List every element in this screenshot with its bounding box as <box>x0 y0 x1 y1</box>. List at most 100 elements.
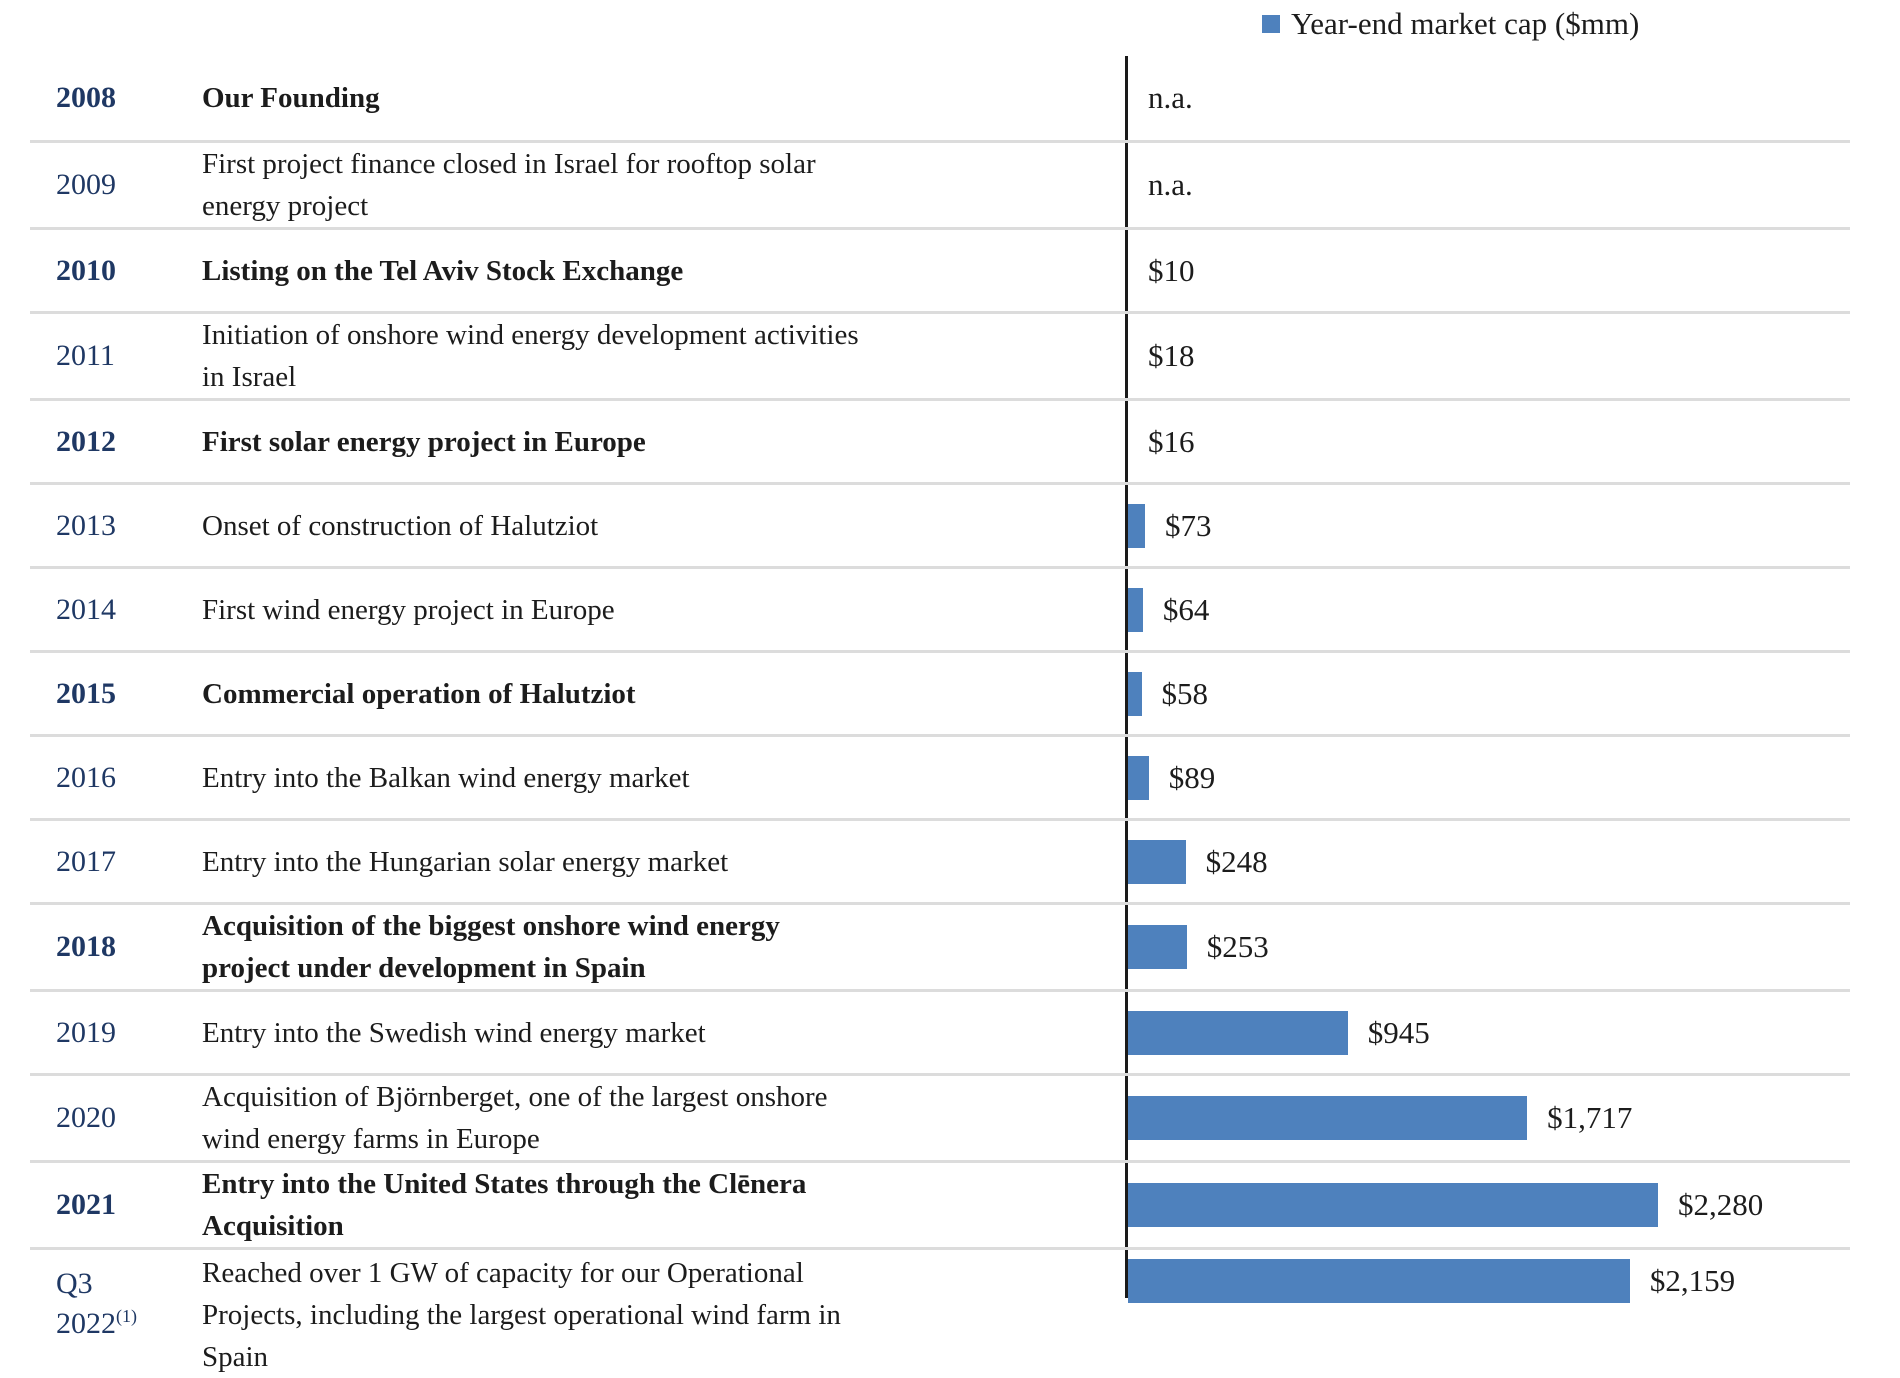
footnote-marker: (1) <box>116 1306 137 1326</box>
year-text: 2017 <box>56 844 116 878</box>
year-text: 2020 <box>56 1101 116 1134</box>
year-text: 2016 <box>56 760 116 794</box>
milestone-text: Acquisition of Björnberget, one of the l… <box>202 1081 828 1155</box>
timeline-row-2009: 2009 First project finance closed in Isr… <box>30 140 1850 227</box>
bar-cell: $253 <box>1125 905 1850 989</box>
year-cell: 2020 <box>30 1098 202 1138</box>
bar-cell: $248 <box>1125 821 1850 902</box>
bar-cell: $2,280 <box>1125 1163 1850 1247</box>
year-text: 2019 <box>56 1015 116 1049</box>
year-text: 2018 <box>56 930 116 963</box>
bar-cell: $58 <box>1125 653 1850 734</box>
bar-cell: $18 <box>1125 314 1850 398</box>
year-cell: 2018 <box>30 927 202 967</box>
value-label: $64 <box>1162 591 1210 627</box>
bar-cell: $16 <box>1125 401 1850 482</box>
value-label: $18 <box>1148 338 1195 373</box>
value-label: $1,717 <box>1547 1100 1633 1135</box>
milestone-text: First solar energy project in Europe <box>202 425 646 458</box>
year-cell: 2013 <box>30 506 202 546</box>
timeline-row-2014: 2014 First wind energy project in Europe… <box>30 566 1850 650</box>
bar-cell: $73 <box>1125 485 1850 566</box>
timeline-row-2021: 2021 Entry into the United States throug… <box>30 1160 1850 1247</box>
market-cap-bar <box>1128 839 1186 884</box>
year-text: 2013 <box>56 508 116 542</box>
year-cell: 2017 <box>30 842 202 882</box>
milestone-text: Entry into the United States through the… <box>202 1168 807 1242</box>
value-label: $945 <box>1367 1014 1430 1050</box>
milestone-text: First project finance closed in Israel f… <box>202 148 816 222</box>
year-cell: 2015 <box>30 674 202 714</box>
value-label: n.a. <box>1148 167 1193 202</box>
market-cap-bar <box>1128 755 1149 800</box>
market-cap-bar <box>1128 1010 1348 1055</box>
milestone-text: Acquisition of the biggest onshore wind … <box>202 910 780 984</box>
timeline-row-2012: 2012 First solar energy project in Europ… <box>30 398 1850 482</box>
year-text: 2011 <box>56 339 115 372</box>
timeline-row-2013: 2013 Onset of construction of Halutziot … <box>30 482 1850 566</box>
bar-cell: $1,717 <box>1125 1076 1850 1160</box>
market-cap-bar <box>1128 925 1187 969</box>
timeline-row-2015: 2015 Commercial operation of Halutziot $… <box>30 650 1850 734</box>
year-text-line2: 2022(1) <box>56 1304 202 1344</box>
timeline-row-2019: 2019 Entry into the Swedish wind energy … <box>30 989 1850 1073</box>
year-cell: 2012 <box>30 422 202 462</box>
bar-cell: $10 <box>1125 230 1850 311</box>
bar-cell: $945 <box>1125 992 1850 1073</box>
year-text: 2015 <box>56 676 116 710</box>
year-cell: 2011 <box>30 336 202 376</box>
year-text: Q3 <box>56 1267 93 1300</box>
year-cell: 2009 <box>30 165 202 205</box>
milestone-text: Entry into the Hungarian solar energy ma… <box>202 845 729 878</box>
value-label: $58 <box>1161 675 1209 711</box>
year-text: 2014 <box>56 592 116 626</box>
value-label: n.a. <box>1148 80 1193 115</box>
milestone-text: Commercial operation of Halutziot <box>202 677 636 710</box>
bar-cell: $89 <box>1125 737 1850 818</box>
market-cap-bar <box>1128 1259 1630 1303</box>
milestone-text: Initiation of onshore wind energy develo… <box>202 319 859 393</box>
legend-label: Year-end market cap ($mm) <box>1291 6 1640 41</box>
timeline-row-2018: 2018 Acquisition of the biggest onshore … <box>30 902 1850 989</box>
timeline-row-2010: 2010 Listing on the Tel Aviv Stock Excha… <box>30 227 1850 311</box>
timeline-row-2008: 2008 Our Founding n.a. <box>30 56 1850 140</box>
value-label: $248 <box>1205 843 1268 879</box>
timeline-table: 2008 Our Founding n.a. 2009 First projec… <box>30 56 1850 1378</box>
milestone-text: First wind energy project in Europe <box>202 593 615 626</box>
year-cell: 2008 <box>30 78 202 118</box>
value-axis-line <box>1125 56 1128 1298</box>
year-cell: Q3 2022(1) <box>30 1250 202 1344</box>
bar-cell: n.a. <box>1125 56 1850 140</box>
value-label: $2,280 <box>1678 1187 1764 1222</box>
milestone-text: Entry into the Swedish wind energy marke… <box>202 1016 706 1049</box>
market-cap-bar <box>1128 587 1143 632</box>
bar-cell: $2,159 <box>1125 1250 1850 1378</box>
year-text: 2021 <box>56 1188 116 1221</box>
value-label: $253 <box>1206 929 1269 964</box>
timeline-row-2020: 2020 Acquisition of Björnberget, one of … <box>30 1073 1850 1160</box>
milestone-text: Entry into the Balkan wind energy market <box>202 761 690 794</box>
value-label: $73 <box>1165 507 1212 543</box>
value-label: $89 <box>1168 759 1216 795</box>
timeline-row-q3-2022: Q3 2022(1) Reached over 1 GW of capacity… <box>30 1247 1850 1378</box>
bar-cell: $64 <box>1125 569 1850 650</box>
year-cell: 2019 <box>30 1013 202 1053</box>
milestone-text: Onset of construction of Halutziot <box>202 509 599 542</box>
milestone-text: Reached over 1 GW of capacity for our Op… <box>202 1257 841 1373</box>
year-text-secondary: 2022 <box>56 1307 116 1340</box>
year-cell: 2016 <box>30 758 202 798</box>
year-cell: 2021 <box>30 1185 202 1225</box>
year-cell: 2010 <box>30 251 202 291</box>
year-text: 2008 <box>56 81 116 114</box>
value-label: $16 <box>1148 423 1195 459</box>
market-cap-bar <box>1128 503 1145 548</box>
milestone-text: Our Founding <box>202 82 380 114</box>
timeline-row-2017: 2017 Entry into the Hungarian solar ener… <box>30 818 1850 902</box>
chart-legend: Year-end market cap ($mm) <box>1262 6 1639 42</box>
year-text: 2010 <box>56 253 116 287</box>
legend-marker-square-icon <box>1262 15 1280 33</box>
value-label: $2,159 <box>1649 1263 1736 1298</box>
market-cap-bar <box>1128 671 1142 716</box>
market-cap-bar <box>1128 1096 1528 1140</box>
bar-cell: n.a. <box>1125 143 1850 227</box>
